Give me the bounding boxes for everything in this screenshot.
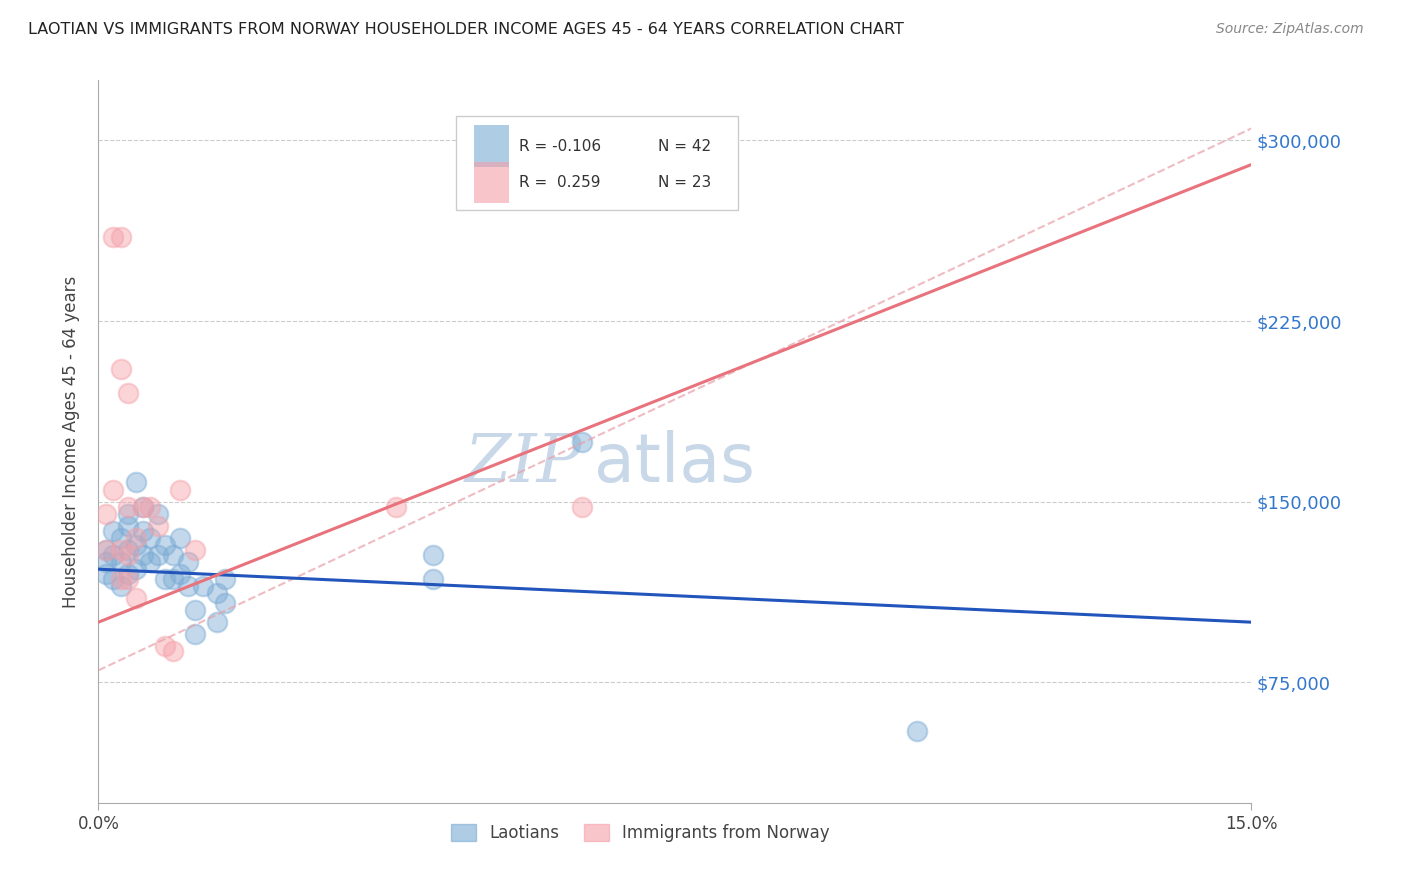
Point xyxy=(385,500,408,514)
Point xyxy=(117,507,139,521)
Point xyxy=(110,572,132,586)
Point xyxy=(422,572,444,586)
Point xyxy=(905,723,928,738)
Point xyxy=(110,229,132,244)
Point xyxy=(162,548,184,562)
Point xyxy=(110,531,132,545)
Point xyxy=(103,548,125,562)
Point xyxy=(132,500,155,514)
Point xyxy=(132,548,155,562)
Point xyxy=(139,500,162,514)
Point xyxy=(139,555,162,569)
Point xyxy=(169,531,191,545)
Text: N = 23: N = 23 xyxy=(658,175,711,190)
Text: N = 42: N = 42 xyxy=(658,138,710,153)
Point xyxy=(117,567,139,582)
Text: Source: ZipAtlas.com: Source: ZipAtlas.com xyxy=(1216,22,1364,37)
Point xyxy=(146,507,169,521)
Point xyxy=(103,572,125,586)
Point xyxy=(169,483,191,497)
Point xyxy=(124,562,146,576)
Point xyxy=(110,542,132,557)
Point xyxy=(94,555,117,569)
FancyBboxPatch shape xyxy=(474,126,509,167)
FancyBboxPatch shape xyxy=(456,117,738,211)
Point xyxy=(162,644,184,658)
Point xyxy=(94,542,117,557)
Point xyxy=(94,507,117,521)
Text: LAOTIAN VS IMMIGRANTS FROM NORWAY HOUSEHOLDER INCOME AGES 45 - 64 YEARS CORRELAT: LAOTIAN VS IMMIGRANTS FROM NORWAY HOUSEH… xyxy=(28,22,904,37)
Point xyxy=(117,519,139,533)
Point xyxy=(117,572,139,586)
Point xyxy=(103,524,125,538)
Point xyxy=(571,434,593,449)
Point xyxy=(176,579,198,593)
Text: R = -0.106: R = -0.106 xyxy=(519,138,602,153)
Point xyxy=(207,586,229,600)
Text: R =  0.259: R = 0.259 xyxy=(519,175,600,190)
Point xyxy=(169,567,191,582)
Point xyxy=(124,475,146,490)
Point xyxy=(422,548,444,562)
Point xyxy=(176,555,198,569)
Point xyxy=(117,500,139,514)
Point xyxy=(117,386,139,401)
Point xyxy=(155,639,177,653)
Point xyxy=(110,362,132,376)
Point xyxy=(103,229,125,244)
Point xyxy=(110,555,132,569)
Point xyxy=(191,579,214,593)
Point xyxy=(124,591,146,606)
Point xyxy=(124,531,146,545)
Point xyxy=(184,603,207,617)
Point xyxy=(184,627,207,641)
Point xyxy=(132,524,155,538)
Point xyxy=(184,542,207,557)
Point xyxy=(117,542,139,557)
Point xyxy=(214,596,236,610)
Text: atlas: atlas xyxy=(595,430,755,496)
Point xyxy=(571,500,593,514)
Legend: Laotians, Immigrants from Norway: Laotians, Immigrants from Norway xyxy=(444,817,837,848)
Y-axis label: Householder Income Ages 45 - 64 years: Householder Income Ages 45 - 64 years xyxy=(62,276,80,607)
Point xyxy=(94,567,117,582)
Point xyxy=(207,615,229,630)
Point xyxy=(146,519,169,533)
Point xyxy=(214,572,236,586)
Point xyxy=(139,531,162,545)
Point xyxy=(155,572,177,586)
Point xyxy=(94,542,117,557)
Point xyxy=(132,500,155,514)
Point xyxy=(117,548,139,562)
Text: ZIP: ZIP xyxy=(465,431,582,496)
Point xyxy=(155,538,177,552)
Point xyxy=(110,579,132,593)
Point xyxy=(124,538,146,552)
Point xyxy=(103,483,125,497)
FancyBboxPatch shape xyxy=(474,161,509,203)
Point xyxy=(162,572,184,586)
Point xyxy=(146,548,169,562)
